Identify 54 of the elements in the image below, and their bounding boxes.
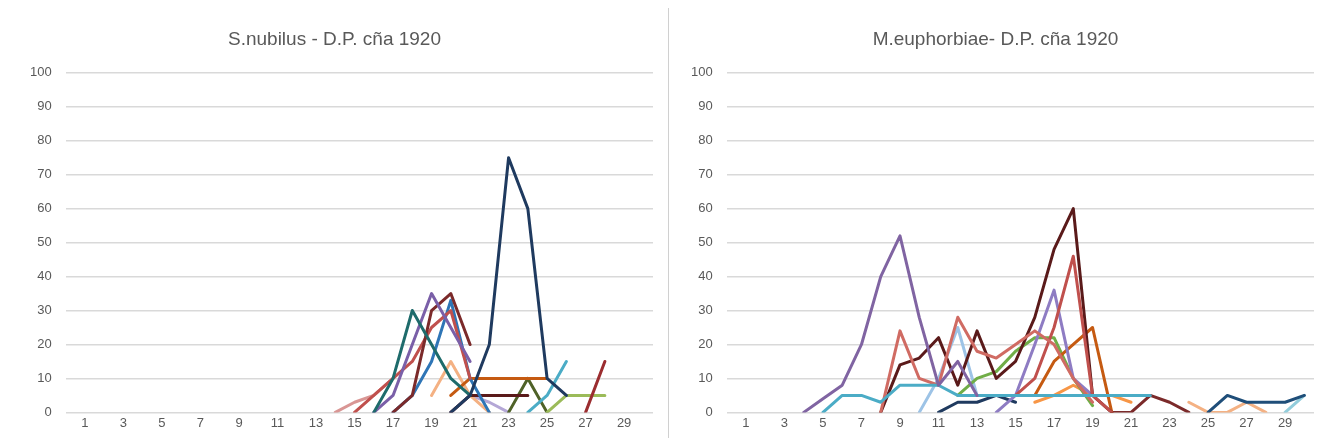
y-tick-label: 90 [37, 98, 52, 114]
y-tick-label: 50 [37, 234, 52, 250]
y-tick-label: 90 [698, 98, 713, 114]
x-tick-label: 1 [81, 414, 89, 430]
x-tick-label: 23 [1162, 414, 1177, 430]
x-tick-label: 1 [742, 414, 750, 430]
y-tick-label: 40 [37, 268, 52, 284]
x-tick-label: 7 [196, 414, 205, 430]
y-tick-label: 40 [698, 268, 713, 284]
x-tick-label: 27 [578, 414, 593, 430]
y-tick-label: 0 [44, 403, 52, 419]
chart-title: S.nubilus - D.P. cña 1920 [227, 27, 442, 49]
chart-title: M.euphorbiae- D.P. cña 1920 [872, 27, 1119, 49]
y-tick-label: 70 [37, 166, 52, 182]
x-tick-label: 19 [1085, 414, 1100, 430]
x-tick-label: 21 [1123, 414, 1139, 430]
y-tick-label: 10 [698, 370, 713, 386]
x-tick-label: 17 [1046, 414, 1062, 430]
x-tick-label: 29 [1277, 414, 1293, 430]
x-tick-label: 13 [969, 414, 985, 430]
x-tick-label: 5 [158, 414, 166, 430]
y-tick-label: 20 [698, 336, 713, 352]
x-tick-label: 3 [119, 414, 128, 430]
y-tick-label: 10 [37, 370, 52, 386]
y-tick-label: 50 [698, 234, 713, 250]
y-tick-label: 60 [698, 200, 713, 216]
x-tick-label: 23 [501, 414, 516, 430]
y-tick-label: 30 [37, 302, 52, 318]
y-tick-label: 30 [698, 302, 713, 318]
x-tick-label: 17 [385, 414, 401, 430]
x-tick-label: 9 [235, 414, 243, 430]
y-tick-label: 80 [37, 132, 52, 148]
y-tick-label: 70 [698, 166, 713, 182]
y-tick-label: 100 [29, 64, 52, 80]
x-tick-label: 7 [857, 414, 866, 430]
y-tick-label: 20 [37, 336, 52, 352]
y-tick-label: 0 [705, 403, 713, 419]
x-tick-label: 11 [270, 414, 285, 430]
x-tick-label: 25 [1200, 414, 1216, 430]
x-tick-label: 11 [931, 414, 946, 430]
x-tick-label: 21 [462, 414, 478, 430]
x-tick-label: 19 [424, 414, 439, 430]
y-tick-label: 60 [37, 200, 52, 216]
x-tick-label: 27 [1239, 414, 1254, 430]
x-tick-label: 5 [819, 414, 827, 430]
x-tick-label: 9 [896, 414, 904, 430]
x-tick-label: 13 [308, 414, 324, 430]
y-tick-label: 80 [698, 132, 713, 148]
x-tick-label: 15 [1008, 414, 1023, 430]
x-tick-label: 29 [616, 414, 632, 430]
x-tick-label: 15 [347, 414, 362, 430]
x-tick-label: 25 [539, 414, 555, 430]
y-tick-label: 100 [690, 64, 713, 80]
x-tick-label: 3 [780, 414, 789, 430]
